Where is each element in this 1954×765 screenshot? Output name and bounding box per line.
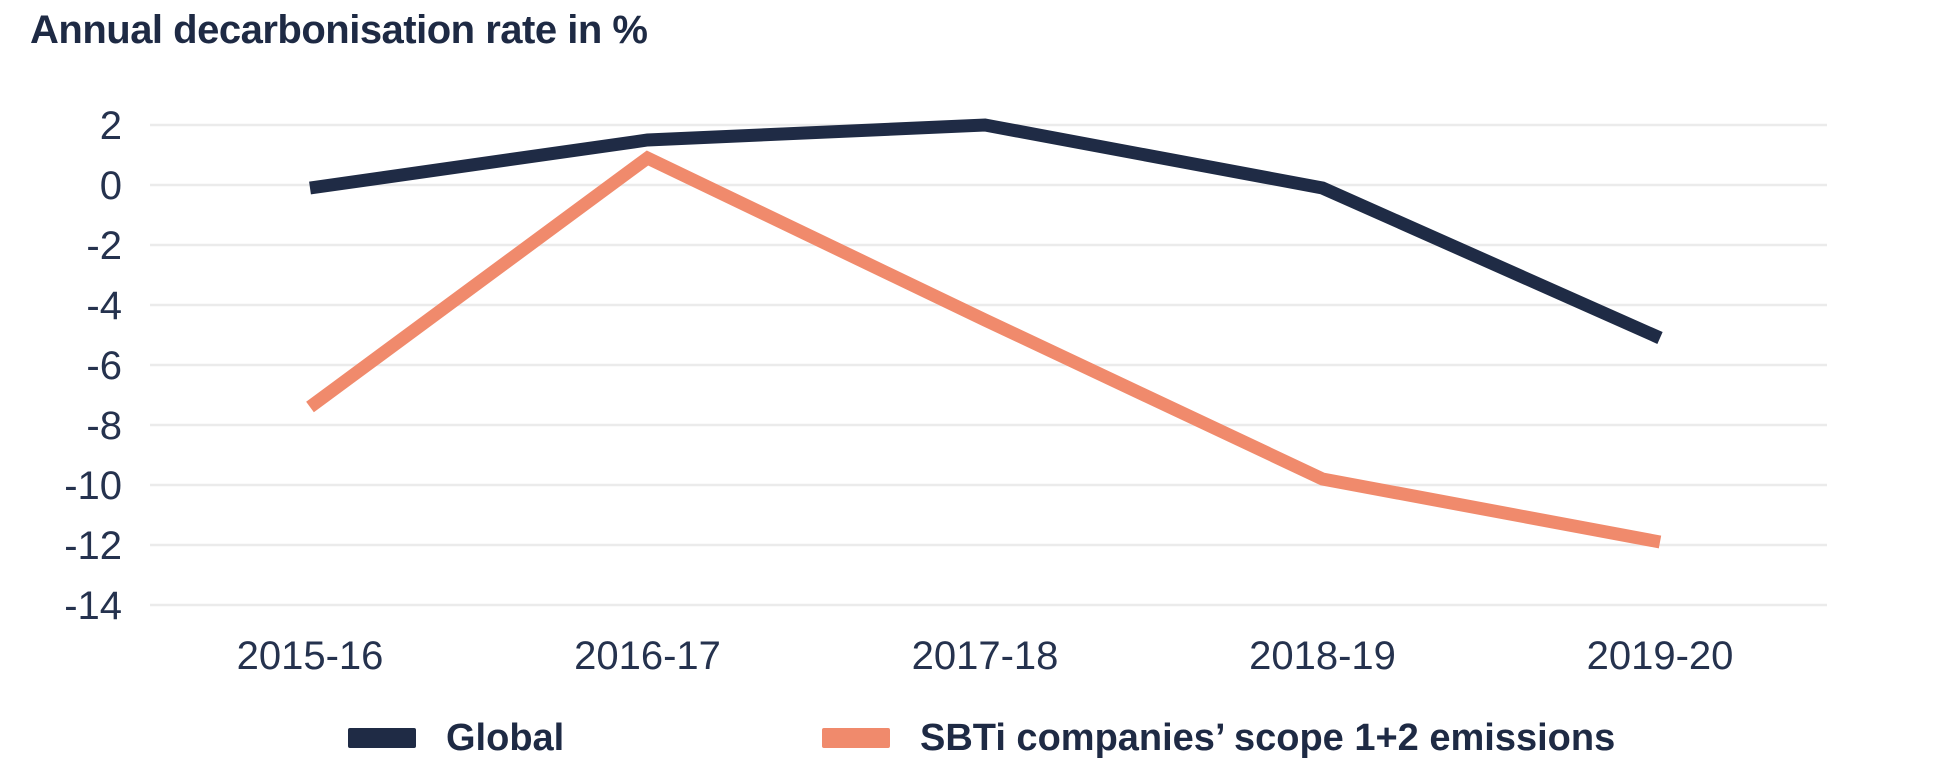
y-tick-label: -8 bbox=[86, 404, 122, 448]
x-tick-label: 2017-18 bbox=[912, 634, 1059, 678]
x-tick-label: 2019-20 bbox=[1587, 634, 1734, 678]
y-tick-label: -12 bbox=[64, 524, 122, 568]
y-tick-label: 0 bbox=[100, 164, 122, 208]
line-chart-plot: 2 0 -2 -4 -6 -8 -10 -12 -14 2015-16 2016-17 2017-18… bbox=[64, 104, 1827, 678]
legend: Global SBTi companies’ scope 1+2 emissio… bbox=[0, 716, 1954, 760]
x-tick-label: 2015-16 bbox=[237, 634, 384, 678]
x-tick-label: 2018-19 bbox=[1249, 634, 1396, 678]
legend-swatch-global bbox=[348, 728, 416, 748]
legend-swatch-sbti bbox=[822, 728, 890, 748]
legend-item-global: Global bbox=[348, 716, 564, 760]
y-tick-label: -2 bbox=[86, 224, 122, 268]
legend-item-sbti: SBTi companies’ scope 1+2 emissions bbox=[822, 716, 1615, 760]
x-tick-label: 2016-17 bbox=[574, 634, 721, 678]
series-line-global bbox=[309, 118, 1663, 344]
y-tick-label: 2 bbox=[100, 104, 122, 148]
y-tick-label: -6 bbox=[86, 344, 122, 388]
chart-title: Annual decarbonisation rate in % bbox=[30, 8, 648, 52]
y-tick-label: -10 bbox=[64, 464, 122, 508]
legend-label-global: Global bbox=[446, 716, 565, 759]
series-line-sbti bbox=[306, 150, 1662, 549]
legend-label-sbti: SBTi companies’ scope 1+2 emissions bbox=[920, 716, 1616, 759]
y-tick-label: -4 bbox=[86, 284, 122, 328]
y-tick-label: -14 bbox=[64, 584, 122, 628]
